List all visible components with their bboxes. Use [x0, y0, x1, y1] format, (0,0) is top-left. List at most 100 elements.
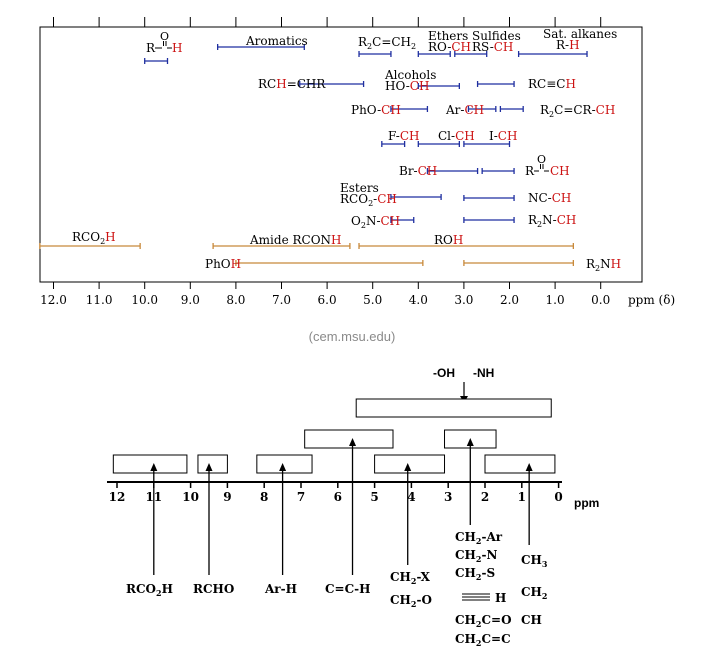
range-bar-fluoro [381, 141, 406, 147]
label-ketone: O R CH [525, 153, 570, 178]
bottom-tick-label: 1 [518, 490, 526, 504]
marker-label-ch2cc: CH2C=C [455, 632, 511, 648]
svg-text:O: O [160, 30, 169, 43]
marker-label-alkene: C=C-H [325, 582, 370, 596]
range-bar-ketone [481, 168, 515, 174]
marker-label-ch: CH [521, 613, 542, 627]
range-bar-sat_alkanes [517, 51, 588, 57]
range-bar-phoh [235, 260, 424, 266]
top-tick-label: 2.0 [500, 293, 519, 307]
label-alcohols-title: Alcohols [384, 68, 436, 82]
label-sulfides: RS-CH [472, 40, 513, 54]
svg-text:.: . [164, 51, 165, 53]
source-credit: (cem.msu.edu) [309, 329, 396, 344]
label-alkyne: RC≡CH [528, 77, 576, 91]
range-bar-arylalkyl [467, 106, 497, 112]
marker-label-aldehyde: RCHO [193, 582, 234, 596]
marker-hetero_alpha [466, 438, 474, 525]
top-chart: 12.0 11.0 10.0 9.0 8.0 7.0 6.0 5.0 4.0 3.0 2.0 1.0 0… [39, 17, 675, 307]
label-esters-title: Esters [340, 181, 379, 195]
bottom-tick-label: 4 [407, 490, 415, 504]
label-amide: Amide RCONH [249, 233, 342, 247]
label-sat-alkanes-title: Sat. alkanes [543, 27, 617, 41]
marker-aromatic [279, 463, 287, 575]
top-tick-label: 0.0 [591, 293, 610, 307]
top-tick-label: 1.0 [546, 293, 565, 307]
svg-text:R: R [525, 164, 535, 178]
bottom-tick-label: 5 [370, 490, 378, 504]
range-box-alkyl [484, 454, 556, 474]
top-range-bars [39, 44, 588, 266]
marker-aldehyde [205, 463, 213, 575]
range-bar-iodo [463, 141, 511, 147]
bottom-tick-label: 0 [554, 490, 562, 504]
top-range-labels: O R . H Aromatics R2C=CH2 Ethers RO-CH S… [72, 27, 621, 273]
range-bar-r2nh [463, 260, 574, 266]
bottom-tick-label: 2 [481, 490, 489, 504]
range-bar-ethers [417, 51, 451, 57]
bottom-chart: -OH -NH 12 11 10 9 8 7 6 5 4 3 2 1 0 ppm RCO2H RCHO … [107, 366, 599, 648]
range-box-aldehyde [197, 454, 228, 474]
marker-label-ch3: CH3 [521, 553, 548, 569]
marker-label-ch2o: CH2-O [390, 593, 432, 609]
label-phenylether: PhO-CH [351, 103, 401, 117]
svg-text:O: O [537, 153, 546, 166]
marker-label-ch2n: CH2-N [455, 548, 497, 564]
top-tick-label: 11.0 [86, 293, 113, 307]
top-tick-label: 9.0 [181, 293, 200, 307]
range-bar-alcohols [417, 83, 460, 89]
label-oh: -OH [433, 366, 455, 380]
range-box-x_o [374, 454, 446, 474]
bottom-tick-label: 7 [297, 490, 305, 504]
range-box-aromatic [256, 454, 313, 474]
label-acid: RCO2H [72, 230, 116, 246]
top-axis-unit: ppm (δ) [628, 293, 675, 307]
range-bar-alkyne [476, 81, 515, 87]
range-bar-aldehyde [144, 58, 169, 64]
label-sat-alkanes: R-H [556, 38, 580, 52]
range-box-exchangeable [355, 398, 552, 418]
svg-text:R: R [146, 41, 156, 55]
bottom-tick-label: 8 [260, 490, 268, 504]
marker-label-ch2: CH2 [521, 585, 547, 601]
bottom-tick-label: 12 [109, 490, 126, 504]
range-bar-roh [358, 243, 574, 249]
range-bar-bromo [426, 168, 479, 174]
label-chloro: Cl-CH [438, 129, 475, 143]
label-alcohols: HO-CH [385, 79, 429, 93]
top-chart-frame [39, 26, 643, 283]
label-fluoro: F-CH [388, 129, 420, 143]
label-sulfides-title: Sulfides [472, 29, 521, 43]
range-bar-esters [390, 194, 442, 200]
range-bar-amide [212, 243, 351, 249]
bottom-marker-lines [150, 438, 533, 575]
label-esters: RCO2-CH [340, 192, 397, 208]
marker-label-acid: RCO2H [126, 582, 173, 598]
marker-x_o [404, 463, 412, 565]
range-bar-allylic [499, 106, 524, 112]
range-bar-sulfides [454, 51, 488, 57]
marker-label-ch2x: CH2-X [390, 570, 431, 586]
top-tick-label: 10.0 [131, 293, 158, 307]
marker-label-ch2s: CH2-S [455, 566, 495, 582]
marker-alkyl [525, 463, 533, 545]
range-bar-rchchr [299, 81, 365, 87]
range-box-alkene [304, 429, 394, 449]
range-bar-nitrile [463, 195, 515, 201]
label-r2nh: R2NH [586, 257, 621, 273]
top-tick-label: 8.0 [226, 293, 245, 307]
bottom-tick-label: 9 [223, 490, 231, 504]
bottom-tick-label: 10 [182, 490, 199, 504]
range-box-acid [112, 454, 188, 474]
marker-label-aromatic: Ar-H [264, 582, 297, 596]
top-tick-label: 12.0 [40, 293, 67, 307]
label-phoh: PhOH [205, 257, 241, 271]
label-nh: -NH [473, 366, 494, 380]
range-bar-alkene [358, 51, 392, 57]
label-iodo: I-CH [489, 129, 517, 143]
label-nitro: O2N-CH [351, 214, 400, 230]
label-aromatics: Aromatics [245, 34, 308, 48]
range-bar-chloro [417, 141, 460, 147]
svg-text:H: H [172, 41, 182, 55]
